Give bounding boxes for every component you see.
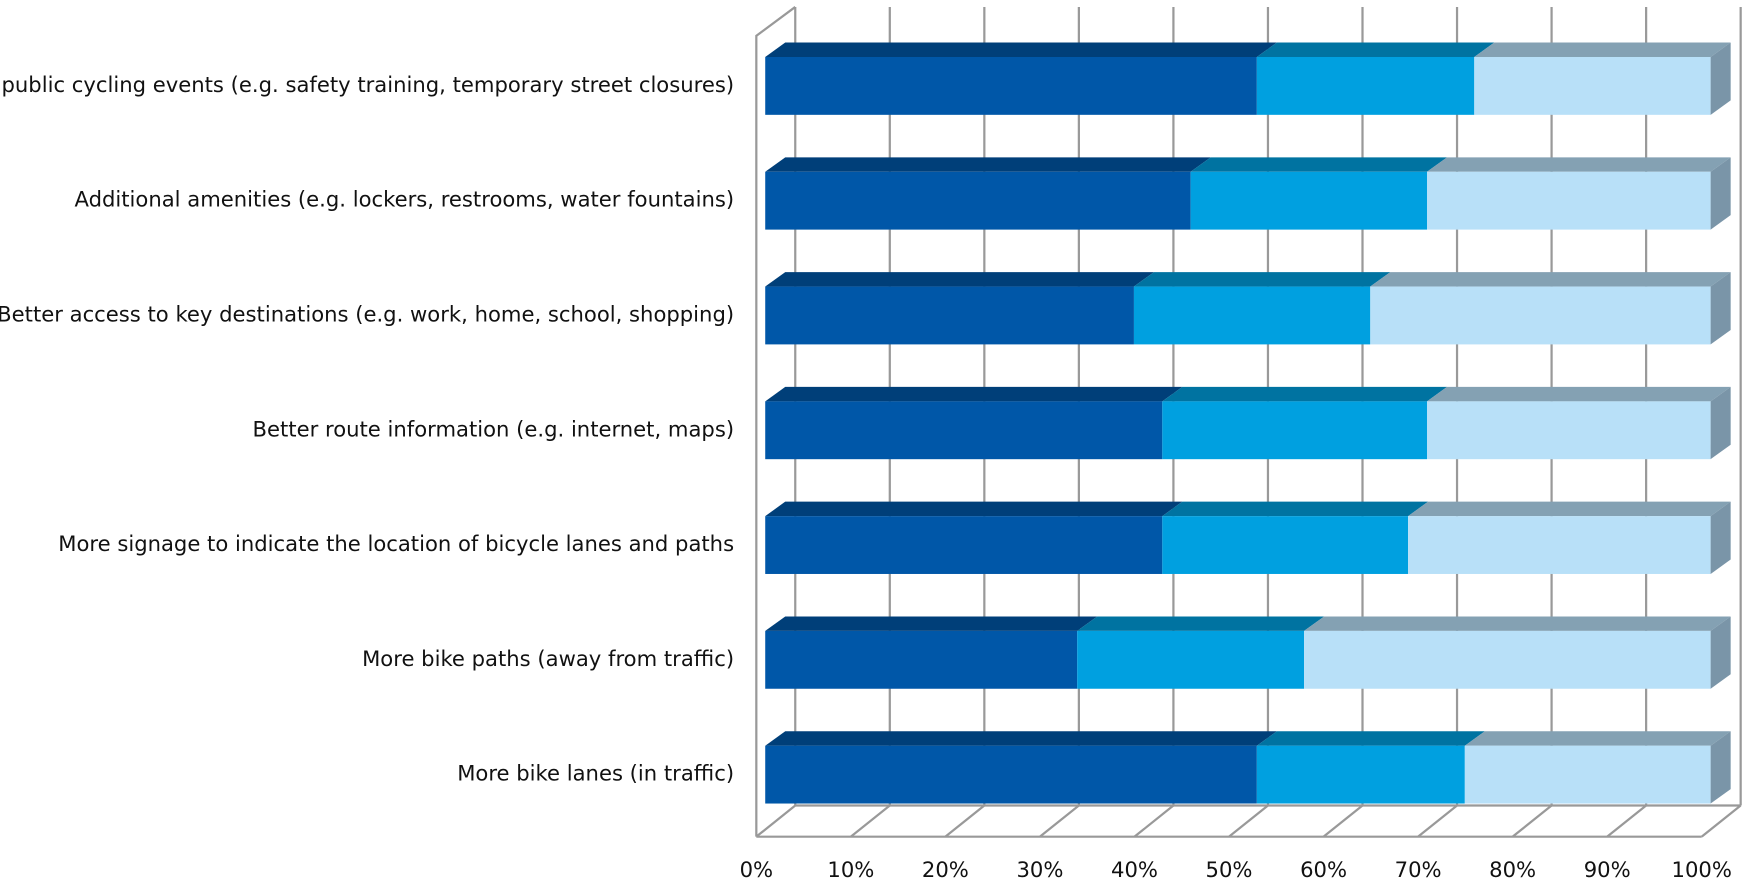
bar-top [1427, 386, 1731, 402]
floor-grid-line [1322, 804, 1364, 838]
bar-top [1256, 731, 1485, 746]
bar-top [1474, 42, 1731, 57]
bar [1190, 171, 1428, 230]
floor-grid-line [1133, 804, 1175, 838]
bar-top [765, 157, 1211, 172]
x-tick-label: 90% [1584, 857, 1631, 882]
bar-side [1710, 42, 1731, 115]
x-tick-label: 10% [827, 857, 874, 882]
floor-grid-line [755, 804, 796, 838]
y-tick-label: More bike lanes (in traffic) [457, 761, 734, 786]
bar-top [1162, 501, 1429, 517]
bar-top [1256, 42, 1495, 57]
bar-side [1710, 731, 1731, 804]
bar [1474, 56, 1711, 115]
bar-top [1408, 501, 1731, 517]
bar-top [1304, 616, 1731, 631]
bar [1304, 630, 1711, 689]
x-tick-label: 40% [1111, 857, 1158, 882]
bar-top [1077, 616, 1325, 631]
bar-top [1133, 272, 1391, 287]
x-tick-label: 20% [922, 857, 969, 882]
y-tick-label: More public cycling events (e.g. safety … [0, 72, 734, 97]
bar [1370, 286, 1711, 345]
bar [765, 56, 1257, 115]
bar-side [1710, 386, 1731, 460]
x-tick-label: 30% [1016, 857, 1063, 882]
floor-grid-line [1701, 804, 1742, 838]
floor-grid-line [1039, 804, 1080, 838]
bar [1133, 286, 1371, 345]
x-tick-label: 80% [1489, 857, 1536, 882]
floor-grid-line [1511, 804, 1553, 838]
bar-side [1710, 616, 1731, 689]
bar-top [1427, 157, 1731, 172]
x-tick-label: 60% [1300, 857, 1347, 882]
bar-top [1162, 386, 1448, 402]
bar-side [1710, 272, 1731, 345]
bar [1256, 745, 1465, 804]
bar [1162, 401, 1428, 460]
bar [1077, 630, 1305, 689]
x-tick-label: 0% [740, 857, 774, 882]
bar-top [1190, 157, 1448, 172]
floor-grid-line [1606, 804, 1647, 838]
bar [765, 401, 1163, 460]
bar [1162, 516, 1409, 574]
bar [1408, 516, 1711, 574]
bar [765, 286, 1134, 345]
bar-top [765, 272, 1154, 287]
bar [1427, 171, 1711, 230]
floor-grid-line [1228, 804, 1269, 838]
bar [1256, 56, 1475, 115]
y-tick-label: Better route information (e.g. internet,… [253, 416, 735, 441]
bar-top [765, 386, 1183, 402]
x-tick-label: 70% [1395, 857, 1442, 882]
bar-top [765, 501, 1183, 517]
bar-top [1370, 272, 1731, 287]
floor-grid-line [1417, 804, 1458, 838]
floor-grid-line [944, 804, 986, 838]
bar-top [765, 731, 1277, 746]
bar [1427, 401, 1711, 460]
bar [1464, 745, 1711, 804]
bar-side [1710, 501, 1731, 574]
x-tick-label: 100% [1672, 857, 1732, 882]
bar [765, 171, 1191, 230]
floor-grid-line [850, 804, 891, 838]
y-tick-label: More bike paths (away from traffic) [362, 646, 734, 671]
left-wall [755, 6, 796, 837]
bar [765, 630, 1078, 689]
bar-side [1710, 157, 1731, 230]
bar-top [765, 616, 1098, 631]
x-tick-label: 50% [1206, 857, 1253, 882]
y-tick-label: More signage to indicate the location of… [58, 531, 734, 556]
bar [765, 745, 1257, 804]
bar-top [1464, 731, 1731, 746]
bar-top [765, 42, 1277, 57]
y-tick-label: Better access to key destinations (e.g. … [0, 301, 734, 326]
y-tick-label: Additional amenities (e.g. lockers, rest… [75, 187, 735, 212]
bar [765, 516, 1163, 574]
